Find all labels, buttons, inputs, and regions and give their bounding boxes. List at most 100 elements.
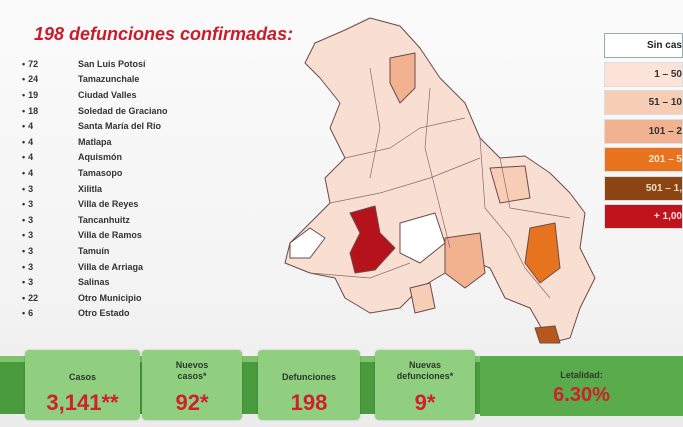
death-count: • 3 [22,215,78,225]
list-item: • 72 San Luis Potosí [22,56,168,72]
bullet-icon: • [22,152,26,163]
municipality-name: Soledad de Graciano [78,105,168,116]
count-value: 3 [28,277,34,288]
legend-item: 501 – 1, [604,175,683,201]
map-region-white-center [399,212,446,264]
list-item: • 4 Santa María del Río [22,118,168,134]
municipality-name: Tamuín [78,245,110,256]
stat-letalidad-label: Letalidad: [560,370,603,380]
list-item: • 3 Tancanhuitz [22,212,168,228]
municipality-name: Tamasopo [78,167,123,178]
bullet-icon: • [22,261,26,272]
stat-defunciones-label: Defunciones [281,372,336,382]
list-item: • 3 Villa de Reyes [22,196,168,212]
state-map [284,17,596,344]
count-value: 72 [28,58,39,69]
death-count: • 18 [22,106,78,116]
list-item: • 4 Aquismón [22,150,168,166]
stat-nuevas-defunciones-value: 9* [414,390,436,415]
stat-defunciones-value: 198 [290,390,328,415]
map-region-lightwest [289,227,326,259]
list-item: • 3 Xilitla [22,181,168,197]
death-count: • 4 [22,152,78,162]
count-value: 4 [28,121,34,132]
bullet-icon: • [22,277,26,288]
count-value: 24 [28,74,39,85]
municipality-name: Tamazunchale [78,74,140,85]
stat-casos-value: 3,141** [46,390,119,415]
map-region-center [444,232,486,289]
count-value: 3 [28,183,34,194]
municipality-name: San Luis Potosí [78,58,146,69]
deaths-list: • 72 San Luis Potosí • 24 Tamazunchale • 19 Ciud… [22,56,168,321]
list-item: • 3 Villa de Arriaga [22,259,168,275]
count-value: 19 [28,89,39,100]
bullet-icon: • [22,308,26,319]
municipality-name: Otro Municipio [78,292,142,303]
bullet-icon: • [22,121,26,132]
stat-casos: Casos 3,141** [25,350,140,420]
death-count: • 24 [22,74,78,84]
municipality-name: Xilitla [78,183,103,194]
count-value: 3 [28,245,34,256]
municipality-name: Santa María del Río [78,121,162,132]
stat-defunciones: Defunciones 198 [258,350,360,420]
legend-item: + 1,00 [604,204,683,229]
list-item: • 19 Ciudad Valles [22,87,168,103]
list-item: • 18 Soledad de Graciano [22,103,168,119]
death-count: • 3 [22,199,78,209]
bullet-icon: • [22,74,26,85]
map-region-south [409,282,436,314]
bullet-icon: • [22,167,26,178]
map-region-east [489,165,531,204]
death-count: • 3 [22,277,78,287]
legend-item: 101 – 2 [604,118,683,144]
list-item: • 4 Tamasopo [22,165,168,181]
list-item: • 3 Tamuín [22,243,168,259]
death-count: • 6 [22,308,78,318]
municipality-name: Aquismón [78,152,122,163]
map-region-tamazunchale [534,325,561,344]
list-item: • 22 Otro Municipio [22,290,168,306]
map-region-huasteca-orange [524,222,561,284]
bullet-icon: • [22,245,26,256]
list-item: • 6 Otro Estado [22,306,168,322]
map-legend: Sin cas 1 – 50 51 – 10 101 – 2 201 – 5 501 – … [604,33,683,233]
municipality-name: Ciudad Valles [78,89,137,100]
stat-letalidad: Letalidad: 6.30% [480,356,683,416]
map-state-outline [284,17,596,344]
count-value: 4 [28,167,34,178]
death-count: • 4 [22,121,78,131]
municipality-name: Villa de Arriaga [78,261,144,272]
count-value: 3 [28,199,34,210]
death-count: • 3 [22,230,78,240]
municipality-name: Otro Estado [78,308,130,319]
map-region-northeast [389,52,416,104]
municipality-name: Salinas [78,277,110,288]
count-value: 18 [28,105,39,116]
death-count: • 3 [22,246,78,256]
bullet-icon: • [22,89,26,100]
bullet-icon: • [22,214,26,225]
stat-nuevos-casos-value: 92* [175,390,209,415]
bullet-icon: • [22,58,26,69]
legend-item: 201 – 5 [604,147,683,172]
legend-item: 1 – 50 [604,61,683,87]
list-item: • 3 Salinas [22,274,168,290]
count-value: 3 [28,261,34,272]
stat-nuevas-defunciones-label: Nuevas defunciones* [396,360,454,381]
legend-item: 51 – 10 [604,90,683,115]
death-count: • 19 [22,90,78,100]
count-value: 4 [28,136,34,147]
death-count: • 22 [22,293,78,303]
legend-item: Sin cas [604,33,683,58]
bullet-icon: • [22,136,26,147]
municipality-name: Matlapa [78,136,112,147]
bullet-icon: • [22,199,26,210]
municipality-name: Villa de Reyes [78,199,139,210]
municipality-name: Tancanhuitz [78,214,130,225]
bullet-icon: • [22,183,26,194]
map-region-san-luis-potosi [349,205,396,274]
bullet-icon: • [22,105,26,116]
count-value: 3 [28,230,34,241]
